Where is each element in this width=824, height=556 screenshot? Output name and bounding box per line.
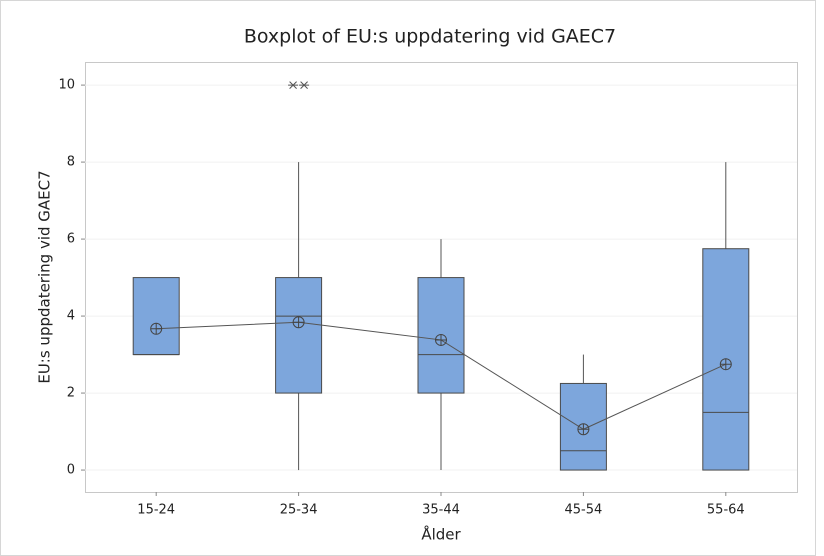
- y-tick-label: 2: [67, 386, 75, 401]
- y-tick-label: 10: [58, 78, 75, 93]
- x-tick-label: 15-24: [137, 503, 175, 518]
- outlier: [299, 81, 310, 89]
- x-tick-label: 25-34: [280, 503, 318, 518]
- y-axis-label: EU:s uppdatering vid GAEC7: [36, 170, 54, 383]
- y-tick-label: 6: [67, 232, 75, 247]
- y-tick-label: 4: [67, 309, 75, 324]
- outlier: [288, 81, 299, 89]
- box: [275, 277, 323, 394]
- y-tick-label: 8: [67, 155, 75, 170]
- x-tick-label: 45-54: [565, 503, 603, 518]
- mean-cross: [720, 358, 732, 370]
- x-tick-label: 35-44: [422, 503, 460, 518]
- box: [132, 277, 180, 356]
- x-axis-label: Ålder: [421, 525, 461, 544]
- chart-title: Boxplot of EU:s uppdatering vid GAEC7: [244, 26, 616, 48]
- y-tick-label: 0: [67, 463, 75, 478]
- x-tick-label: 55-64: [707, 503, 745, 518]
- mean-cross: [293, 316, 305, 328]
- mean-cross: [435, 334, 447, 346]
- mean-cross: [150, 323, 162, 335]
- mean-cross: [577, 423, 589, 435]
